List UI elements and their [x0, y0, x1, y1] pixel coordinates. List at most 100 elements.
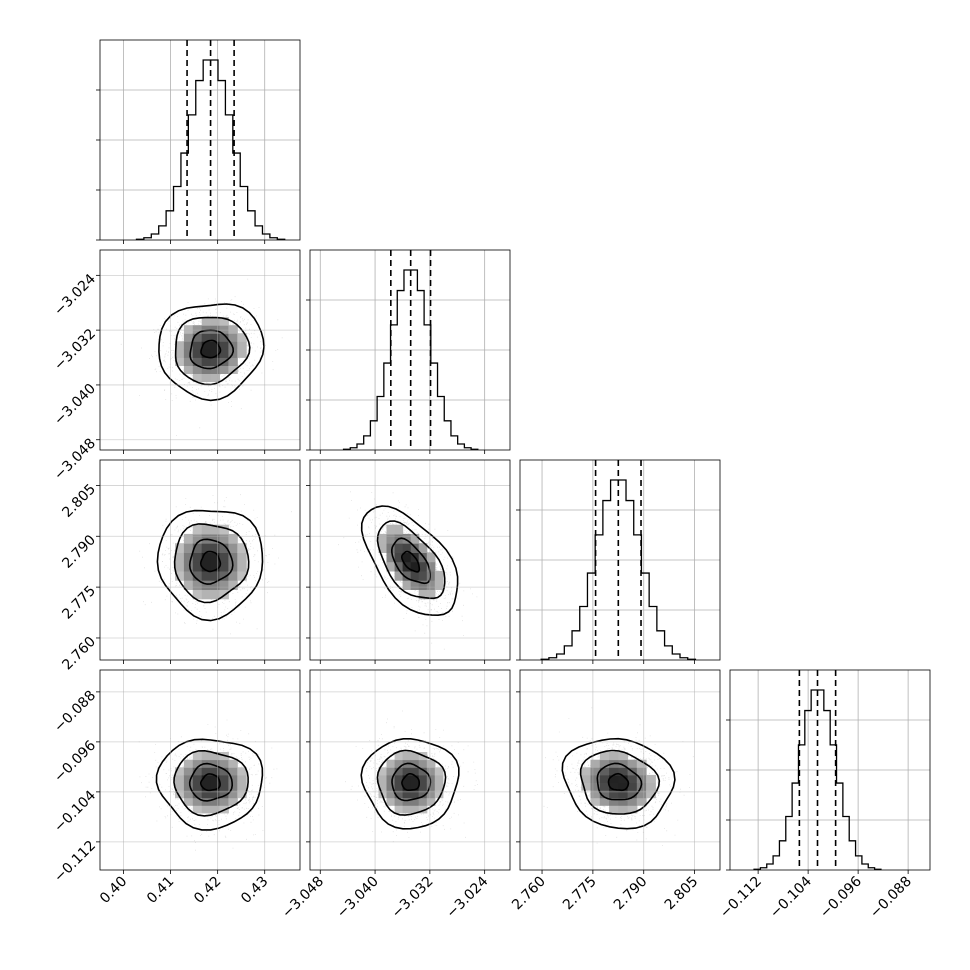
density-cell [627, 759, 638, 768]
density-cell [599, 752, 610, 761]
y-tick-label: −3.024 [51, 271, 99, 319]
density-cell [183, 543, 194, 553]
density-cell [386, 782, 396, 791]
density-cell [609, 774, 619, 783]
x-tick-label: −3.040 [334, 874, 382, 922]
density-cell [219, 317, 229, 326]
density-cell [228, 325, 238, 334]
density-cell [210, 543, 220, 553]
density-cell [192, 752, 203, 761]
density-cell [426, 790, 436, 799]
density-cell [175, 349, 185, 358]
density-cell [394, 561, 404, 572]
panel-3-0 [96, 669, 301, 874]
contour-line [376, 749, 447, 816]
density-cell [219, 767, 229, 776]
contour-line [199, 550, 222, 573]
density-cell [418, 797, 428, 806]
density-cell [402, 580, 412, 590]
density-cell [210, 805, 220, 814]
density-cell [201, 767, 212, 776]
x-tick-label: −0.088 [867, 874, 915, 922]
density-cell [402, 752, 412, 761]
density-cell [646, 782, 656, 791]
density-cell [394, 570, 404, 581]
axes-frame [99, 39, 301, 241]
axes-frame [729, 669, 931, 871]
density-cell [636, 774, 647, 783]
density-cell [434, 782, 444, 791]
contour-line [360, 738, 460, 830]
density-cell [210, 774, 220, 783]
density-cell [210, 552, 220, 563]
density-cell [175, 570, 185, 581]
density-cell [201, 341, 212, 350]
density-cell [402, 543, 412, 553]
density-cell [599, 759, 610, 768]
density-cell [646, 790, 656, 799]
density-cell [627, 782, 638, 791]
density-cell [618, 759, 629, 768]
density-cell [228, 333, 238, 342]
y-tick-label: −3.048 [51, 435, 99, 483]
density-cell [201, 357, 212, 366]
panel-content [138, 719, 278, 851]
x-tick-label: 2.775 [560, 874, 600, 914]
density-cell [386, 759, 396, 768]
density-cell [228, 797, 238, 806]
density-cell [228, 759, 238, 768]
contour-line [391, 762, 432, 802]
density-cell [418, 589, 428, 600]
density-cell [183, 561, 194, 572]
density-cell [618, 774, 629, 783]
density-cell [590, 790, 601, 799]
density-cell [378, 543, 388, 553]
contour-line [188, 538, 234, 585]
contour-line [200, 339, 222, 359]
density-cell [609, 752, 619, 761]
density-cell [590, 767, 601, 776]
density-cell [210, 782, 220, 791]
density-cell [210, 341, 220, 350]
density-cell [183, 570, 194, 581]
density-cell [219, 790, 229, 799]
density-cell [386, 524, 396, 535]
x-tick-label: 2.760 [509, 874, 549, 914]
axes-frame [99, 459, 301, 661]
density-cell [618, 805, 629, 814]
x-tick-label: −0.112 [717, 874, 765, 922]
density-cell [410, 752, 420, 761]
x-tick-label: 0.43 [238, 874, 271, 907]
density-cell [599, 782, 610, 791]
density-cell [426, 580, 436, 590]
density-cell [228, 341, 238, 350]
axes-frame [99, 669, 301, 871]
density-cell [599, 774, 610, 783]
contour-line [607, 772, 630, 792]
density-cell [418, 805, 428, 814]
density-cell [618, 752, 629, 761]
hist-panel-1 [306, 249, 511, 451]
density-cell [183, 349, 194, 358]
density-cell [394, 774, 404, 783]
density-cell [394, 752, 404, 761]
density-cell [201, 552, 212, 563]
density-cell [192, 341, 203, 350]
panel-content [543, 707, 694, 846]
contour-line [158, 303, 265, 402]
density-cell [175, 790, 185, 799]
density-cell [210, 767, 220, 776]
panel-content [345, 710, 478, 843]
density-cell [219, 333, 229, 342]
density-cell [192, 543, 203, 553]
density-cell [192, 774, 203, 783]
density-cell [609, 790, 619, 799]
density-cell [192, 349, 203, 358]
density-cell [201, 782, 212, 791]
density-cell [237, 349, 247, 358]
density-cell [426, 782, 436, 791]
density-cell [237, 782, 247, 791]
density-cell [618, 790, 629, 799]
density-cell [192, 589, 203, 600]
density-cell [426, 552, 436, 563]
